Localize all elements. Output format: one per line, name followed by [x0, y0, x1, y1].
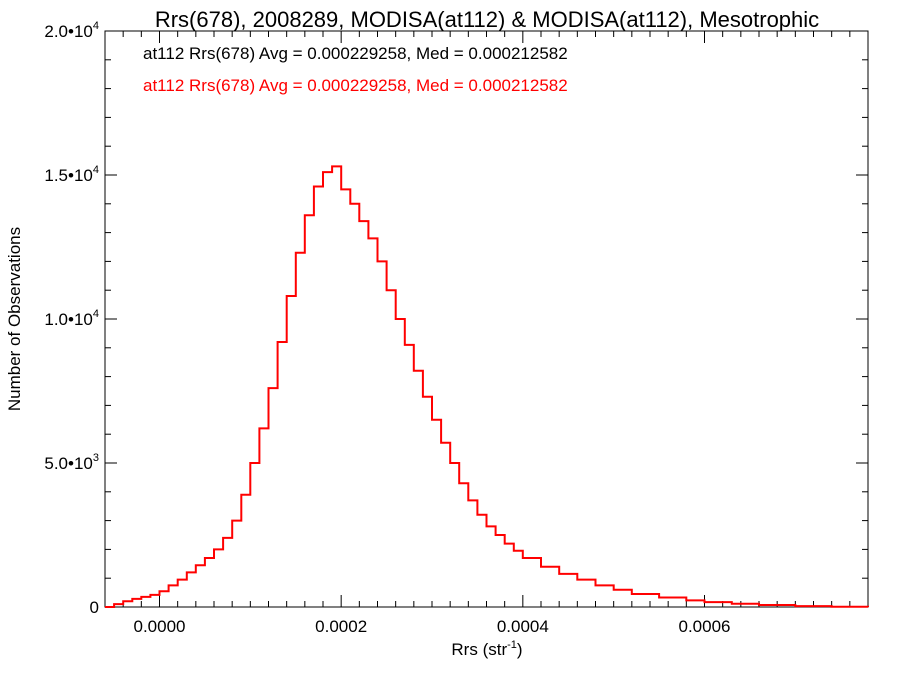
y-tick-labels: 0 5.0•103 1.0•104 1.5•104 2.0•104 [44, 20, 99, 617]
histogram-series-line [105, 165, 869, 608]
x-tick-label: 0.0000 [134, 617, 186, 636]
annotation-black: at112 Rrs(678) Avg = 0.000229258, Med = … [143, 44, 568, 63]
x-tick-label: 0.0006 [679, 617, 731, 636]
annotation-red: at112 Rrs(678) Avg = 0.000229258, Med = … [143, 76, 568, 95]
chart-title: Rrs(678), 2008289, MODISA(at112) & MODIS… [155, 7, 819, 32]
y-tick-label: 1.5•104 [44, 164, 99, 185]
y-tick-label: 1.0•104 [44, 308, 99, 329]
y-tick-label: 2.0•104 [44, 20, 99, 41]
x-axis-label: Rrs (str-1) [451, 639, 522, 659]
y-axis-label: Number of Observations [5, 227, 24, 411]
y-tick-label: 0 [90, 598, 99, 617]
axis-ticks [105, 30, 868, 608]
y-tick-label: 5.0•103 [44, 452, 99, 473]
x-tick-label: 0.0004 [497, 617, 549, 636]
x-tick-labels: 0.0000 0.0002 0.0004 0.0006 [134, 617, 731, 636]
x-tick-label: 0.0002 [315, 617, 367, 636]
